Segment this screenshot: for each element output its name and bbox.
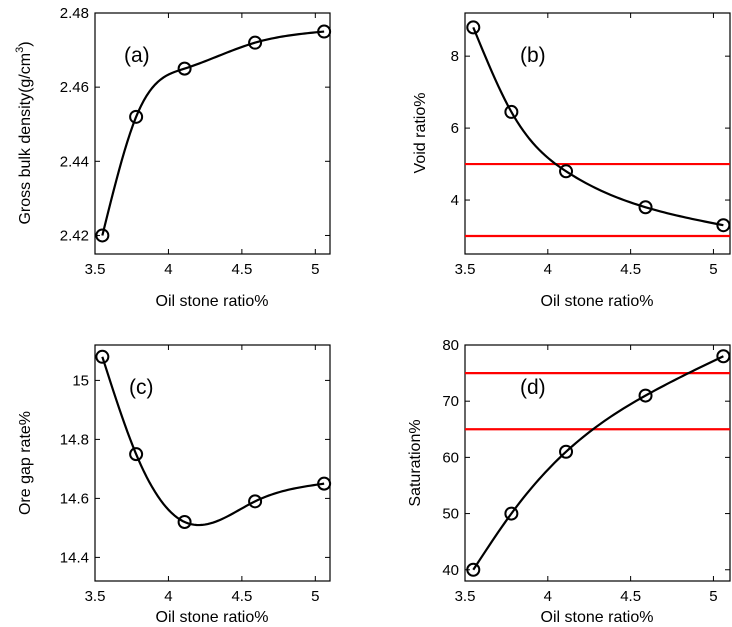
panel-c: 3.5 4 4.5 5 14.4 14.6 14.8 15 (c) Oil stone rat… — [17, 344, 332, 626]
panel-label: (c) — [129, 376, 154, 399]
axis-ticks: 3.5 4 4.5 5 14.4 14.6 14.8 15 — [60, 345, 330, 605]
x-tick-label: 4.5 — [231, 261, 252, 278]
x-tick-label: 5 — [709, 588, 717, 605]
y-tick-label: 80 — [442, 337, 459, 354]
reference-lines — [465, 371, 730, 431]
y-tick-label: 2.42 — [60, 227, 89, 244]
x-axis-label: Oil stone ratio% — [156, 293, 269, 310]
data-markers — [466, 20, 731, 233]
x-tick-label: 5 — [311, 588, 319, 605]
data-point — [248, 35, 263, 50]
y-tick-label: 2.44 — [60, 153, 89, 170]
y-tick-label: 6 — [451, 120, 459, 137]
data-point — [129, 447, 144, 462]
data-point — [317, 24, 332, 39]
y-tick-label: 4 — [451, 192, 459, 209]
x-tick-label: 4 — [164, 588, 172, 605]
series-curve — [472, 26, 724, 227]
data-point — [95, 349, 110, 364]
x-tick-label: 5 — [709, 261, 717, 278]
plot-frame — [464, 12, 731, 255]
x-tick-label: 4.5 — [620, 261, 641, 278]
reference-lines — [465, 162, 730, 238]
y-tick-label: 14.4 — [60, 549, 89, 566]
x-axis-label: Oil stone ratio% — [156, 609, 269, 626]
y-tick-label: 70 — [442, 393, 459, 410]
y-axis-label-sup: 3 — [14, 47, 26, 53]
x-tick-label: 4 — [164, 261, 172, 278]
data-point — [129, 109, 144, 124]
y-tick-label: 14.8 — [60, 431, 89, 448]
y-tick-label: 15 — [72, 372, 89, 389]
x-tick-label: 5 — [311, 261, 319, 278]
panel-b: 3.5 4 4.5 5 4 6 8 (b) Oil stone ratio% Void ra… — [412, 12, 731, 310]
series-curve — [101, 30, 325, 236]
x-axis-label: Oil stone ratio% — [541, 293, 654, 310]
axis-ticks: 3.5 4 4.5 5 40 50 60 70 80 — [442, 337, 730, 605]
y-axis-label-close: ) — [17, 41, 34, 46]
y-tick-label: 50 — [442, 506, 459, 523]
panel-label: (d) — [520, 376, 546, 399]
y-tick-label: 14.6 — [60, 490, 89, 507]
data-point — [248, 494, 263, 509]
panel-label: (b) — [520, 44, 546, 67]
x-tick-label: 4.5 — [620, 588, 641, 605]
y-tick-label: 2.48 — [60, 5, 89, 22]
data-markers — [466, 349, 731, 577]
panel-label: (a) — [124, 44, 150, 67]
panel-a: 3.5 4 4.5 5 2.42 2.44 2.46 2.48 (a) Oil stone r… — [14, 5, 332, 310]
x-tick-label: 4 — [544, 261, 552, 278]
x-tick-label: 3.5 — [455, 261, 476, 278]
plot-frame — [94, 12, 331, 255]
plot-frame — [464, 344, 731, 582]
y-axis-label-main: Gross bulk density(g/cm — [17, 53, 34, 225]
data-markers — [95, 24, 332, 243]
data-point — [559, 164, 574, 179]
data-point — [638, 388, 653, 403]
plot-frame — [94, 344, 331, 582]
data-point — [466, 20, 481, 35]
axis-ticks: 3.5 4 4.5 5 4 6 8 — [451, 13, 730, 278]
series-curve — [472, 355, 724, 571]
y-tick-label: 2.46 — [60, 79, 89, 96]
data-point — [716, 349, 731, 364]
data-point — [638, 200, 653, 215]
y-axis-label: Ore gap rate% — [17, 411, 34, 515]
data-point — [504, 104, 519, 119]
data-point — [177, 515, 192, 529]
data-point — [466, 562, 481, 577]
x-tick-label: 4 — [544, 588, 552, 605]
x-tick-label: 4.5 — [231, 588, 252, 605]
x-tick-label: 3.5 — [85, 588, 106, 605]
x-tick-label: 3.5 — [85, 261, 106, 278]
data-point — [559, 444, 574, 459]
y-tick-label: 60 — [442, 449, 459, 466]
x-axis-label: Oil stone ratio% — [541, 609, 654, 626]
series-curve — [101, 356, 325, 527]
y-axis-label: Void ratio% — [412, 93, 429, 174]
y-tick-label: 8 — [451, 48, 459, 65]
y-tick-label: 40 — [442, 562, 459, 579]
data-point — [177, 61, 192, 76]
axis-ticks: 3.5 4 4.5 5 2.42 2.44 2.46 2.48 — [60, 5, 330, 278]
data-point — [504, 506, 519, 521]
data-markers — [95, 349, 332, 529]
y-axis-label: Gross bulk density(g/cm3) — [14, 41, 34, 224]
data-point — [317, 476, 332, 491]
x-tick-label: 3.5 — [455, 588, 476, 605]
data-point — [95, 228, 110, 243]
y-axis-label: Saturation% — [407, 419, 424, 506]
data-point — [716, 218, 731, 233]
